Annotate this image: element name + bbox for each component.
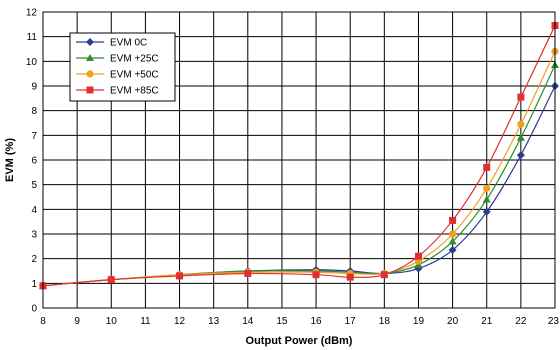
x-tick-label: 12	[174, 316, 186, 327]
y-tick-label: 4	[31, 205, 37, 216]
legend: EVM 0C EVM +25C EVM +50C EVM +85C	[69, 32, 176, 102]
y-tick-label: 8	[31, 106, 37, 117]
data-point	[448, 237, 457, 245]
data-point	[312, 271, 320, 279]
x-tick-label: 14	[242, 316, 254, 327]
y-tick-label: 7	[31, 131, 37, 142]
x-tick-label: 9	[74, 316, 80, 327]
legend-marker	[86, 70, 94, 78]
y-tick-label: 10	[26, 57, 38, 68]
x-tick-label: 23	[548, 316, 560, 327]
legend-entry: EVM 0C	[76, 38, 147, 49]
data-point	[516, 151, 525, 160]
legend-entry: EVM +50C	[76, 70, 159, 81]
x-tick-label: 19	[413, 316, 425, 327]
x-tick-label: 10	[106, 316, 118, 327]
y-tick-label: 5	[31, 180, 37, 191]
data-point	[449, 216, 457, 224]
legend-label: EVM 0C	[110, 38, 147, 49]
data-point	[414, 252, 422, 260]
x-tick-label: 21	[481, 316, 493, 327]
y-tick-label: 1	[31, 279, 37, 290]
plot-border	[42, 11, 556, 309]
x-tick-label: 15	[276, 316, 288, 327]
data-point	[346, 273, 354, 281]
data-point	[449, 230, 457, 238]
x-tick-label: 13	[208, 316, 220, 327]
x-tick-label: 18	[379, 316, 391, 327]
x-tick-label: 8	[40, 316, 46, 327]
legend-label: EVM +50C	[110, 70, 159, 81]
data-point	[482, 195, 491, 203]
series-line	[42, 25, 556, 287]
y-tick-label: 2	[31, 254, 37, 265]
data-point	[516, 133, 525, 141]
y-tick-label: 12	[26, 8, 38, 19]
data-point	[482, 207, 491, 216]
y-tick-label: 3	[31, 230, 37, 241]
y-axis-title: EVM (%)	[4, 138, 16, 182]
x-tick-label: 17	[345, 316, 357, 327]
series-line	[42, 51, 556, 287]
legend-label: EVM +85C	[110, 86, 159, 97]
legend-entry: EVM +25C	[76, 54, 159, 65]
x-tick-label: 16	[311, 316, 323, 327]
data-point	[517, 120, 525, 128]
data-point	[244, 269, 252, 277]
y-tick-label: 9	[31, 82, 37, 93]
legend-entry: EVM +85C	[76, 86, 159, 97]
x-axis-title: Output Power (dBm)	[246, 335, 353, 347]
data-point	[176, 272, 184, 280]
x-tick-label: 20	[447, 316, 459, 327]
x-tick-label: 11	[140, 316, 151, 327]
y-tick-label: 6	[31, 156, 37, 167]
legend-label: EVM +25C	[110, 54, 159, 65]
legend-marker	[86, 86, 94, 94]
data-point	[448, 246, 457, 255]
y-tick-label: 11	[27, 32, 38, 43]
data-point	[517, 93, 525, 101]
data-point	[107, 276, 115, 284]
x-tick-label: 22	[515, 316, 527, 327]
data-point	[380, 271, 388, 279]
x-tick-labels: 8 9 10 11 12 13 14 15 16 17 18 19 20 21 22 23	[40, 316, 559, 327]
legend-marker	[86, 54, 94, 61]
y-tick-label: 0	[31, 304, 37, 315]
legend-marker	[86, 38, 94, 46]
data-point	[483, 163, 491, 171]
data-point	[483, 184, 491, 192]
series-group	[39, 22, 559, 290]
